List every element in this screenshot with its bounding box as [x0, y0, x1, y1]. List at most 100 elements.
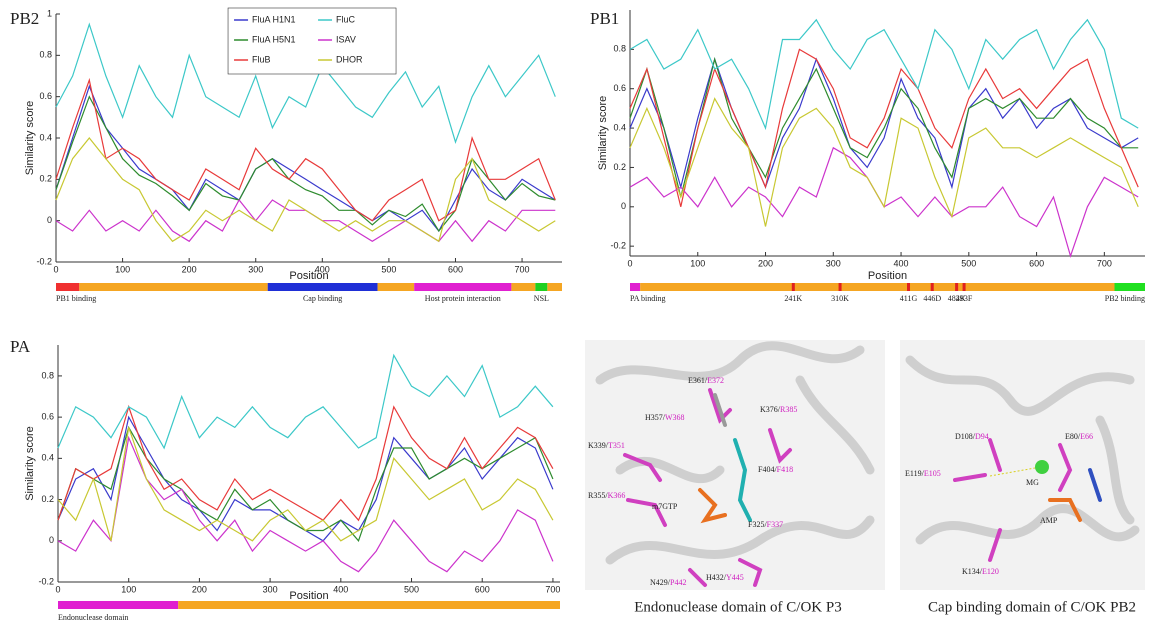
- x-tick-label: 200: [182, 264, 197, 274]
- structure-images: [585, 340, 1145, 590]
- x-tick-label: 600: [475, 584, 490, 594]
- x-tick-label: 500: [381, 264, 396, 274]
- x-tick-label: 100: [121, 584, 136, 594]
- panel-label: PB1: [590, 9, 619, 28]
- residue-mut: W368: [665, 413, 685, 422]
- y-tick-label: 0.4: [39, 132, 52, 142]
- x-tick-label: 300: [826, 258, 841, 268]
- residue-mut: P442: [670, 578, 686, 587]
- x-tick-label: 700: [1097, 258, 1112, 268]
- residue-wt: K339/: [588, 441, 609, 450]
- x-tick-label: 600: [448, 264, 463, 274]
- residue-label: H432/Y445: [706, 573, 744, 582]
- residue-label: K339/T351: [588, 441, 625, 450]
- mutation-marker: [963, 283, 966, 291]
- domain-segment: [56, 283, 79, 291]
- residue-wt: H357/: [645, 413, 666, 422]
- residue-mut: E66: [1080, 432, 1093, 441]
- x-tick-label: 100: [690, 258, 705, 268]
- residue-mut: E105: [924, 469, 941, 478]
- y-tick-label: 0.6: [613, 83, 626, 93]
- residue-mut: R385: [780, 405, 797, 414]
- domain-label: NSL: [534, 294, 549, 303]
- residue-wt: AMP: [1040, 516, 1058, 525]
- domain-segment: [640, 283, 1114, 291]
- y-axis-label: Similarity score: [597, 96, 609, 171]
- residue-label: K376/R385: [760, 405, 797, 414]
- mutation-label: 493F: [956, 294, 973, 303]
- residue-label: R355/K366: [588, 491, 625, 500]
- residue-wt: D108/: [955, 432, 976, 441]
- domain-segment: [378, 283, 415, 291]
- residue-label: D108/D94: [955, 432, 989, 441]
- legend-label: FluA H1N1: [252, 14, 296, 24]
- domain-label: Host protein interaction: [425, 294, 501, 303]
- mutation-marker: [907, 283, 910, 291]
- y-tick-label: 0.2: [613, 162, 626, 172]
- residue-wt: E80/: [1065, 432, 1081, 441]
- series-line: [58, 417, 553, 541]
- domain-segment: [1115, 283, 1145, 291]
- mutation-marker: [931, 283, 934, 291]
- residue-mut: F418: [777, 465, 793, 474]
- residue-wt: K134/: [962, 567, 983, 576]
- legend-label: FluB: [252, 54, 271, 64]
- residue-label: F404/F418: [758, 465, 793, 474]
- residue-wt: K376/: [760, 405, 781, 414]
- residue-wt: H432/: [706, 573, 727, 582]
- y-tick-label: 0.2: [41, 494, 54, 504]
- x-axis-label: Position: [289, 590, 328, 602]
- series-line: [630, 59, 1138, 197]
- panel-label: PA: [10, 337, 31, 356]
- residue-mut: D94: [975, 432, 989, 441]
- y-tick-label: 0.8: [41, 370, 54, 380]
- series-line: [630, 148, 1138, 256]
- x-tick-label: 200: [192, 584, 207, 594]
- residue-wt: MG: [1026, 478, 1039, 487]
- residue-mut: F337: [767, 520, 783, 529]
- residue-wt: E361/: [688, 376, 708, 385]
- legend-label: FluC: [336, 14, 356, 24]
- residue-mut: K366: [608, 491, 626, 500]
- residue-wt: E119/: [905, 469, 925, 478]
- series-line: [56, 80, 555, 221]
- x-tick-label: 0: [55, 584, 60, 594]
- x-tick-label: 0: [53, 264, 58, 274]
- legend-label: ISAV: [336, 34, 356, 44]
- panel-label: PB2: [10, 9, 39, 28]
- mutation-marker: [955, 283, 958, 291]
- y-tick-label: -0.2: [610, 241, 626, 251]
- x-tick-label: 0: [627, 258, 632, 268]
- series-line: [630, 20, 1138, 128]
- domain-label: PB2 binding: [1105, 294, 1145, 303]
- residue-mut: E372: [707, 376, 724, 385]
- y-tick-label: 0.8: [613, 44, 626, 54]
- y-tick-label: 0.8: [39, 50, 52, 60]
- y-tick-label: 0.2: [39, 174, 52, 184]
- domain-label: Endonuclease domain: [58, 613, 128, 622]
- y-tick-label: 0.4: [613, 122, 626, 132]
- x-tick-label: 200: [758, 258, 773, 268]
- mutation-label: 310K: [831, 294, 849, 303]
- x-tick-label: 400: [315, 264, 330, 274]
- y-tick-label: 0.6: [39, 91, 52, 101]
- metal-ion: [1035, 460, 1049, 474]
- series-line: [58, 427, 553, 540]
- domain-segment: [268, 283, 378, 291]
- series-line: [58, 427, 553, 540]
- residue-label: K134/E120: [962, 567, 999, 576]
- y-tick-label: 0: [47, 215, 52, 225]
- domain-segment: [535, 283, 547, 291]
- residue-wt: F404/: [758, 465, 777, 474]
- residue-label: E80/E66: [1065, 432, 1093, 441]
- x-tick-label: 300: [263, 584, 278, 594]
- residue-wt: F325/: [748, 520, 767, 529]
- mutation-marker: [792, 283, 795, 291]
- x-tick-label: 500: [961, 258, 976, 268]
- y-tick-label: 0.6: [41, 412, 54, 422]
- series-line: [56, 200, 555, 241]
- domain-label: PB1 binding: [56, 294, 96, 303]
- legend-label: FluA H5N1: [252, 34, 296, 44]
- residue-label: E119/E105: [905, 469, 941, 478]
- y-tick-label: 0: [621, 201, 626, 211]
